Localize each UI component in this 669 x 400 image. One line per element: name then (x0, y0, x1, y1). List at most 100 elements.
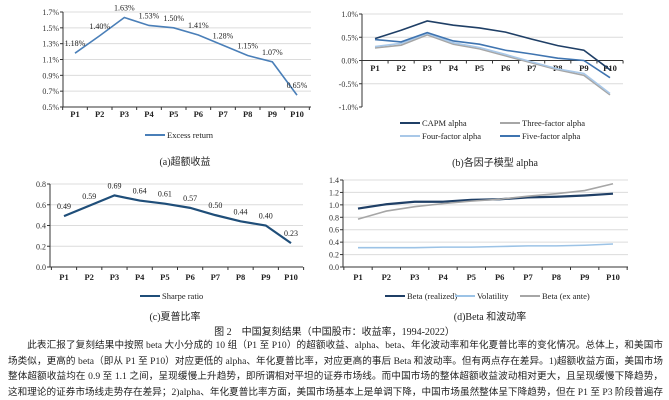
data-label: 1.41% (188, 21, 209, 30)
x-tick-label: P2 (84, 272, 93, 282)
y-tick-label: 0.4 (36, 222, 46, 231)
y-tick-label: 0.6 (329, 226, 339, 235)
legend-label: Four-factor alpha (422, 131, 481, 141)
x-tick-label: P5 (160, 272, 169, 282)
x-tick-label: P10 (290, 109, 304, 119)
data-label: 0.40 (259, 212, 273, 221)
x-tick-label: P8 (552, 272, 561, 282)
y-tick-label: 0.0 (36, 263, 46, 272)
x-tick-label: P4 (438, 272, 448, 282)
legend-label: Volatility (477, 291, 509, 301)
data-label: 0.65% (287, 81, 308, 90)
data-label: 1.28% (213, 31, 234, 40)
x-tick-label: P2 (396, 63, 405, 73)
chart-d-caption: (d)Beta 和波动率 (453, 312, 527, 323)
x-tick-label: P7 (523, 272, 533, 282)
x-tick-label: P10 (284, 272, 298, 282)
series-line-sharpe-ratio (63, 194, 292, 245)
x-tick-label: P3 (110, 272, 119, 282)
x-tick-label: P8 (243, 109, 252, 119)
data-label: 0.44 (234, 207, 248, 216)
legend-label: Beta (ex ante) (542, 291, 590, 301)
data-label: 0.57 (183, 194, 197, 203)
y-tick-label: 1.3% (42, 40, 59, 49)
y-tick-label: 0.8 (329, 213, 339, 222)
x-tick-label: P10 (603, 63, 617, 73)
legend-label: Sharpe ratio (162, 291, 203, 301)
chart-a-caption: (a)超额收益 (159, 157, 211, 168)
series-line-three-factor-alpha (374, 34, 611, 96)
y-tick-label: -1.0% (339, 103, 359, 112)
x-tick-label: P1 (59, 272, 68, 282)
x-tick-label: P6 (194, 109, 203, 119)
x-tick-label: P2 (382, 272, 391, 282)
x-tick-label: P9 (261, 272, 270, 282)
y-tick-label: 1.7% (42, 8, 59, 17)
legend-label: Five-factor alpha (522, 131, 581, 141)
x-tick-label: P1 (70, 109, 79, 119)
x-tick-label: P5 (169, 109, 178, 119)
x-tick-label: P6 (185, 272, 194, 282)
x-tick-label: P6 (501, 63, 510, 73)
figure-caption: 图 2 中国复刻结果（中国股市：收益率，1994-2022） (214, 327, 455, 338)
x-tick-label: P7 (527, 63, 537, 73)
x-tick-label: P9 (580, 272, 589, 282)
data-label: 0.23 (284, 229, 298, 238)
series-line-beta-ex-ante- (357, 182, 614, 220)
body-paragraph: 此表汇报了复刻结果中按照 beta 大小分成的 10 组（P1 至 P10）的超… (8, 340, 663, 398)
y-tick-label: 1.5% (42, 24, 59, 33)
x-tick-label: P8 (236, 272, 245, 282)
y-tick-label: 1.4 (329, 176, 339, 185)
data-label: 0.61 (158, 190, 172, 199)
series-line-volatility (358, 243, 614, 249)
x-tick-label: P4 (449, 63, 459, 73)
y-tick-label: 0.7% (42, 87, 59, 96)
y-tick-label: 1.0% (341, 10, 358, 19)
chart-c-caption: (c)夏普比率 (149, 312, 201, 323)
y-tick-label: 0.0 (329, 263, 339, 272)
data-label: 0.64 (133, 187, 147, 196)
data-label: 1.50% (163, 14, 184, 23)
x-tick-label: P8 (553, 63, 562, 73)
y-tick-label: 1.2 (329, 188, 339, 197)
data-label: 0.50 (208, 201, 222, 210)
x-tick-label: P9 (268, 109, 277, 119)
series-line-four-factor-alpha (374, 32, 611, 95)
series-line-beta-realized- (357, 192, 614, 210)
y-tick-label: 0.5% (42, 103, 59, 112)
y-tick-label: -0.5% (339, 80, 359, 89)
x-tick-label: P4 (135, 272, 145, 282)
x-tick-label: P3 (410, 272, 419, 282)
series-line-five-factor-alpha (374, 31, 611, 79)
data-label: 1.63% (114, 4, 135, 13)
y-tick-label: 0.8 (36, 180, 46, 189)
legend-label: Excess return (167, 130, 214, 140)
y-tick-label: 0.5% (341, 33, 358, 42)
x-tick-label: P6 (495, 272, 504, 282)
data-label: 1.53% (139, 11, 160, 20)
legend-label: CAPM alpha (422, 118, 467, 128)
x-tick-label: P1 (353, 272, 362, 282)
x-tick-label: P4 (144, 109, 154, 119)
legend-label: Beta (realized) (407, 291, 457, 301)
legend-label: Three-factor alpha (522, 118, 585, 128)
x-tick-label: P5 (475, 63, 484, 73)
data-label: 0.69 (107, 181, 121, 190)
x-tick-label: P2 (95, 109, 104, 119)
data-label: 1.07% (262, 48, 283, 57)
data-label: 0.59 (82, 192, 96, 201)
x-tick-label: P9 (579, 63, 588, 73)
x-tick-label: P5 (467, 272, 476, 282)
x-tick-label: P1 (370, 63, 379, 73)
x-tick-label: P3 (422, 63, 431, 73)
y-tick-label: 0.2 (329, 251, 339, 260)
chart-b-caption: (b)各因子模型 alpha (452, 158, 538, 169)
y-tick-label: 1.1% (42, 56, 59, 65)
data-label: 1.15% (237, 42, 258, 51)
x-tick-label: P7 (218, 109, 228, 119)
data-label: 1.18% (65, 39, 86, 48)
y-tick-label: 0.6 (36, 201, 46, 210)
x-tick-label: P3 (120, 109, 129, 119)
y-tick-label: 0.9% (42, 71, 59, 80)
